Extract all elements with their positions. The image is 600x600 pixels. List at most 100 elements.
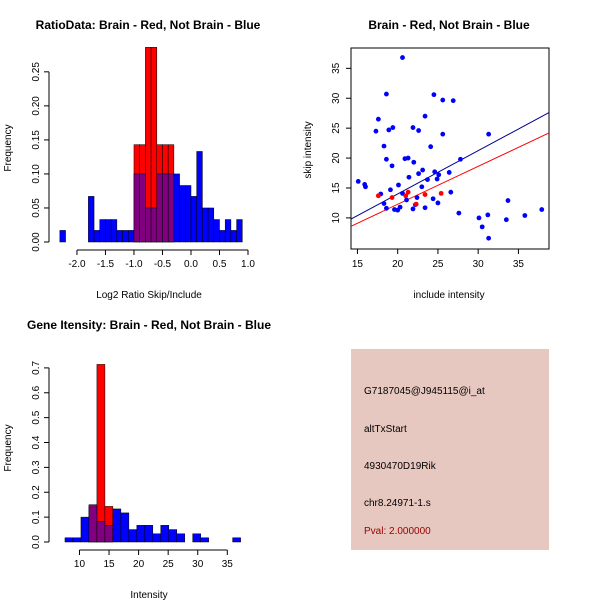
not-brain-point — [381, 143, 387, 149]
x-tick-label: 1.0 — [241, 259, 255, 270]
x-tick-label: 35 — [513, 259, 525, 270]
y-tick-label: 0.25 — [31, 62, 42, 82]
y-tick-label: 0.10 — [31, 164, 42, 184]
x-tick-label: 0.5 — [213, 259, 227, 270]
not-brain-point — [539, 207, 545, 212]
not-brain-point — [384, 91, 389, 97]
not-brain-point — [420, 167, 426, 173]
x-tick-label: 25 — [432, 259, 444, 270]
not-brain-point — [505, 198, 511, 203]
brain-point — [389, 195, 395, 200]
not-brain-bar — [173, 173, 180, 243]
scatter-points — [355, 55, 545, 241]
not-brain-point — [373, 128, 379, 134]
not-brain-bar — [112, 508, 122, 543]
x-tick-label: 0.0 — [184, 259, 198, 270]
scatter-plot-box — [350, 47, 550, 250]
y-tick-label: 0.1 — [31, 510, 42, 524]
brain-point — [403, 193, 409, 199]
x-tick-label: 30 — [192, 559, 204, 570]
y-tick-label: 10 — [331, 212, 342, 224]
not-brain-bar — [120, 512, 130, 543]
y-tick-label: 0.2 — [31, 485, 42, 499]
y-tick-label: 30 — [331, 92, 342, 104]
ratio-histogram-xlabel: Log2 Ratio Skip/Include — [96, 290, 202, 301]
intensity-histogram-ylabel: Frequency — [3, 424, 14, 471]
scatter-axes: 15 20 25 30 35 10 15 20 25 30 35 — [331, 62, 524, 270]
not-brain-point — [448, 189, 454, 195]
not-brain-bar — [200, 537, 209, 543]
not-brain-fit-line — [350, 112, 550, 220]
not-brain-point — [431, 92, 437, 98]
not-brain-bar — [168, 529, 177, 543]
x-tick-label: 30 — [473, 259, 485, 270]
not-brain-bar — [122, 230, 129, 243]
not-brain-point — [381, 201, 387, 206]
not-brain-bar — [136, 525, 146, 543]
intensity-histogram-bars — [64, 364, 241, 543]
not-brain-point — [434, 176, 440, 182]
not-brain-bar — [116, 230, 123, 243]
not-brain-point — [422, 205, 428, 211]
not-brain-bar — [64, 537, 74, 543]
not-brain-point — [476, 215, 482, 221]
x-tick-label: 20 — [133, 559, 145, 570]
not-brain-bar — [162, 173, 169, 243]
not-brain-bar — [93, 230, 101, 243]
event-type: altTxStart — [364, 424, 407, 435]
not-brain-bar — [128, 529, 138, 543]
brain-point — [438, 190, 444, 196]
y-tick-label: 0.5 — [31, 410, 42, 424]
scatter-fit-lines — [350, 112, 550, 227]
y-tick-label: 0.15 — [31, 130, 42, 150]
not-brain-point — [416, 171, 422, 177]
not-brain-point — [410, 125, 416, 130]
not-brain-point — [440, 131, 446, 137]
not-brain-bar — [96, 521, 106, 543]
x-tick-label: 15 — [352, 259, 364, 270]
not-brain-point — [384, 156, 389, 162]
not-brain-bar — [176, 533, 185, 543]
not-brain-point — [436, 172, 442, 178]
brain-point — [413, 201, 419, 207]
not-brain-point — [414, 195, 420, 200]
intensity-histogram: Gene Itensity: Brain - Red, Not Brain - … — [3, 318, 271, 600]
not-brain-bar — [213, 219, 220, 243]
brain-bar — [96, 364, 106, 543]
not-brain-point — [400, 55, 405, 60]
not-brain-point — [430, 196, 436, 202]
not-brain-point — [410, 206, 416, 212]
gene-name: 4930470D19Rik — [364, 461, 436, 472]
chromosome-location: chr8.24971-1.s — [364, 498, 431, 509]
not-brain-point — [486, 131, 492, 137]
not-brain-bar — [139, 173, 146, 243]
intensity-histogram-axes: 10 15 20 25 30 35 0.0 0.1 0.2 0.3 0.4 0.5 0.6 0.7 — [31, 361, 233, 570]
scatter-ylabel: skip intensity — [303, 121, 314, 178]
y-tick-label: 20 — [331, 152, 342, 164]
ratio-histogram-title: RatioData: Brain - Red, Not Brain - Blue — [36, 18, 261, 32]
not-brain-point — [479, 224, 485, 230]
not-brain-bar — [144, 525, 154, 543]
intensity-histogram-title: Gene Itensity: Brain - Red, Not Brain - … — [27, 318, 271, 332]
not-brain-bar — [160, 525, 170, 543]
brain-point — [375, 193, 381, 199]
not-brain-bar — [88, 504, 98, 543]
not-brain-bar — [224, 219, 232, 243]
not-brain-point — [446, 170, 452, 175]
not-brain-point — [404, 197, 409, 203]
y-tick-label: 0.0 — [31, 535, 42, 549]
y-tick-label: 0.3 — [31, 460, 42, 474]
brain-point — [405, 189, 411, 195]
not-brain-bar — [156, 173, 163, 243]
x-tick-label: 20 — [392, 259, 404, 270]
brain-fit-line — [350, 132, 550, 227]
not-brain-point — [416, 128, 422, 133]
probe-id: G7187045@J945115@i_at — [364, 386, 485, 397]
x-tick-label: 35 — [222, 559, 234, 570]
not-brain-bar — [133, 173, 140, 243]
ratio-histogram-axes: -2.0 -1.5 -1.0 -0.5 0.0 0.5 1.0 0.00 0.05 0.10 0.1… — [31, 62, 255, 270]
not-brain-point — [406, 174, 412, 180]
not-brain-point — [450, 98, 456, 104]
x-tick-label: -2.0 — [68, 259, 86, 270]
